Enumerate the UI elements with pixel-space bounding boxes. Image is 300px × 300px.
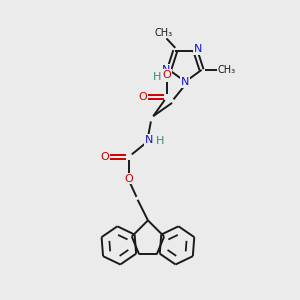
Text: N: N	[162, 65, 170, 75]
Text: N: N	[145, 135, 154, 145]
Text: CH₃: CH₃	[218, 65, 236, 75]
Text: N: N	[181, 77, 189, 87]
Text: N: N	[194, 44, 202, 54]
Text: O: O	[163, 70, 172, 80]
Text: O: O	[124, 174, 133, 184]
Text: O: O	[100, 152, 109, 162]
Text: H: H	[156, 136, 164, 146]
Text: H: H	[153, 72, 161, 82]
Text: CH₃: CH₃	[154, 28, 172, 38]
Text: O: O	[139, 92, 147, 102]
